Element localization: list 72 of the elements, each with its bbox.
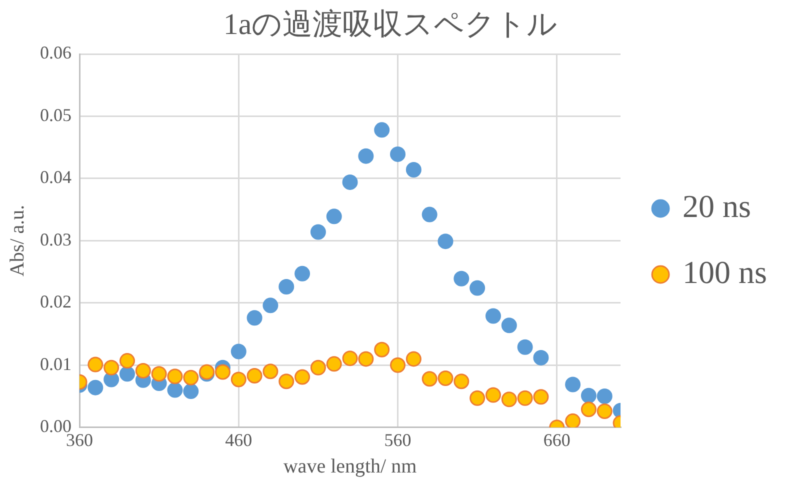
point [278, 279, 294, 295]
point [230, 344, 246, 360]
point [470, 390, 486, 406]
point [501, 392, 517, 408]
point [406, 351, 422, 367]
point [358, 351, 374, 367]
point [294, 266, 310, 282]
point [310, 224, 326, 240]
point [104, 360, 120, 376]
x-tick-label: 560 [384, 430, 412, 450]
point [230, 372, 246, 388]
point [485, 387, 501, 403]
point [596, 388, 612, 404]
point [438, 234, 454, 250]
point [580, 388, 596, 404]
point [390, 146, 406, 162]
point [88, 356, 104, 372]
x-tick-label: 460 [225, 430, 252, 450]
x-tick-label: 660 [543, 430, 570, 450]
y-tick-label: 0.01 [40, 354, 72, 374]
point [422, 371, 438, 387]
point [326, 208, 342, 224]
chart-title: 1aの過渡吸収スペクトル [223, 8, 558, 41]
point [326, 356, 342, 372]
y-tick-label: 0.03 [40, 229, 72, 250]
point [294, 369, 310, 385]
point [342, 174, 358, 190]
point [454, 374, 470, 390]
point [167, 382, 183, 398]
point [119, 353, 135, 369]
point [183, 370, 199, 386]
point [88, 380, 104, 396]
point [135, 363, 151, 379]
point [358, 148, 374, 164]
point [119, 366, 135, 382]
point [214, 364, 230, 380]
point [183, 384, 199, 400]
point [262, 298, 278, 314]
point [374, 342, 390, 358]
point [374, 122, 390, 138]
point [565, 413, 581, 428]
point [167, 368, 183, 384]
point [533, 389, 549, 405]
point [454, 270, 470, 286]
point [501, 318, 517, 334]
point [406, 162, 422, 178]
point [342, 350, 358, 366]
point [390, 357, 406, 373]
point [422, 206, 438, 222]
point [517, 390, 533, 406]
point [485, 308, 501, 324]
point [470, 280, 486, 296]
point [596, 403, 612, 419]
point [580, 402, 596, 418]
point [262, 364, 278, 380]
y-tick-label: 0.06 [40, 42, 72, 63]
point [533, 350, 549, 366]
legend-label: 20 ns [682, 188, 751, 224]
y-tick-label: 0.05 [40, 104, 72, 125]
point [278, 374, 294, 390]
point [246, 310, 262, 326]
point [151, 366, 167, 382]
y-axis-title: Abs/ a.u. [6, 204, 28, 277]
point [310, 360, 326, 376]
x-axis-title: wave length/ nm [283, 455, 418, 478]
point [517, 339, 533, 355]
y-tick-label: 0.02 [40, 292, 72, 312]
y-tick-label: 0.04 [40, 167, 72, 188]
point [438, 370, 454, 386]
legend-label: 100 ns [682, 254, 767, 290]
point [246, 368, 262, 384]
point [565, 376, 581, 392]
